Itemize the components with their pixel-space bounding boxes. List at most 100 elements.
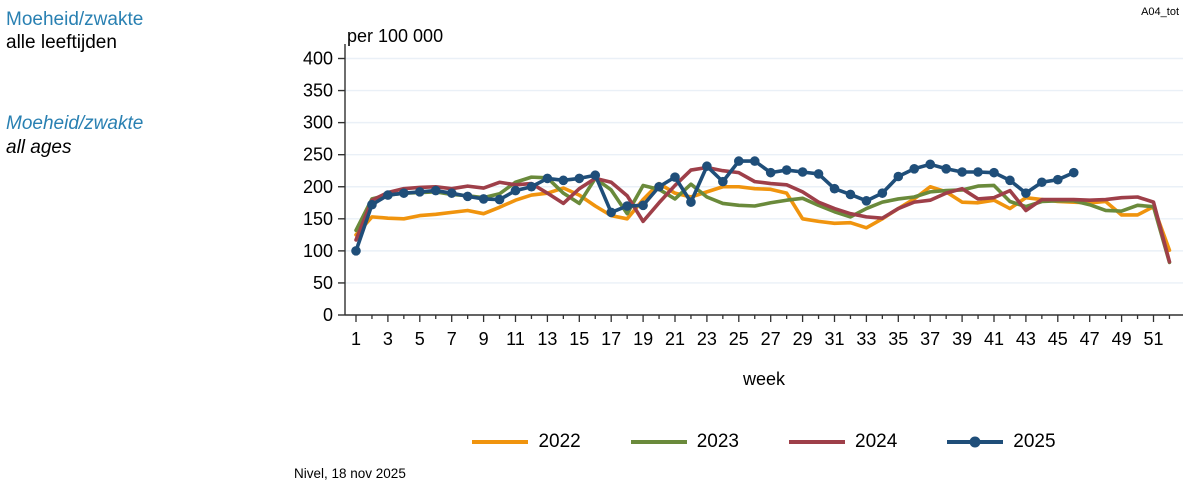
series-marker-2025 bbox=[399, 188, 409, 198]
series-marker-2025 bbox=[861, 196, 872, 206]
series-marker-2025 bbox=[973, 167, 983, 177]
series-marker-2025 bbox=[558, 175, 569, 186]
chart-legend: 2022 2023 2024 2025 bbox=[345, 431, 1183, 453]
series-marker-2025 bbox=[797, 167, 808, 177]
series-marker-2025 bbox=[622, 201, 632, 211]
series-marker-2025 bbox=[765, 167, 776, 178]
x-tick-label: 35 bbox=[888, 329, 908, 349]
x-tick-label: 9 bbox=[479, 329, 489, 349]
legend-label: 2023 bbox=[696, 431, 739, 452]
series-marker-2025 bbox=[462, 191, 473, 202]
series-marker-2025 bbox=[957, 167, 967, 177]
series-marker-2025 bbox=[1021, 188, 1031, 198]
series-marker-2025 bbox=[909, 163, 920, 174]
y-tick-label: 300 bbox=[303, 113, 333, 133]
legend-swatch-icon bbox=[789, 440, 845, 444]
x-tick-label: 13 bbox=[537, 329, 557, 349]
series-marker-2025 bbox=[383, 190, 393, 200]
x-tick-label: 17 bbox=[601, 329, 621, 349]
x-tick-label: 39 bbox=[952, 329, 972, 349]
series-marker-2025 bbox=[989, 167, 999, 178]
x-tick-label: 21 bbox=[665, 329, 685, 349]
series-marker-2025 bbox=[749, 156, 760, 166]
y-tick-label: 150 bbox=[303, 209, 333, 229]
x-tick-label: 47 bbox=[1080, 329, 1100, 349]
series-marker-2025 bbox=[1037, 177, 1047, 188]
x-tick-label: 45 bbox=[1048, 329, 1068, 349]
series-marker-2025 bbox=[415, 187, 425, 197]
series-marker-2025 bbox=[654, 181, 664, 192]
series-marker-2025 bbox=[574, 173, 585, 184]
x-tick-label: 15 bbox=[569, 329, 589, 349]
legend-item-2025: 2025 bbox=[947, 431, 1056, 453]
series-marker-2025 bbox=[925, 159, 935, 170]
legend-dot-icon bbox=[969, 436, 981, 448]
series-marker-2025 bbox=[590, 170, 601, 181]
x-tick-label: 29 bbox=[793, 329, 813, 349]
y-tick-label: 0 bbox=[323, 305, 333, 325]
series-marker-2025 bbox=[781, 165, 792, 175]
series-marker-2025 bbox=[446, 188, 457, 198]
x-tick-label: 51 bbox=[1143, 329, 1163, 349]
series-marker-2025 bbox=[702, 161, 712, 172]
series-line-2024 bbox=[354, 165, 1172, 264]
y-tick-label: 250 bbox=[303, 145, 333, 165]
y-tick-label: 100 bbox=[303, 241, 333, 261]
legend-swatch-icon bbox=[630, 440, 687, 444]
legend-swatch-icon bbox=[947, 436, 1004, 448]
y-tick-label: 200 bbox=[303, 177, 333, 197]
header-title-nl: Moeheid/zwakte bbox=[6, 9, 144, 30]
series-marker-2025 bbox=[670, 172, 680, 182]
x-tick-label: 33 bbox=[856, 329, 876, 349]
x-tick-label: 19 bbox=[633, 329, 653, 349]
header-subtitle-nl: alle leeftijden bbox=[6, 32, 117, 53]
series-marker-2025 bbox=[1005, 175, 1015, 186]
legend-label: 2022 bbox=[538, 431, 581, 452]
y-axis-unit-label: per 100 000 bbox=[347, 26, 444, 46]
series-marker-2025 bbox=[813, 169, 824, 179]
legend-item-2023: 2023 bbox=[630, 431, 739, 453]
series-marker-2025 bbox=[494, 194, 505, 205]
x-tick-label: 5 bbox=[415, 329, 425, 349]
series-line-2025 bbox=[354, 159, 1076, 253]
x-tick-label: 31 bbox=[824, 329, 844, 349]
legend-label: 2024 bbox=[855, 431, 898, 452]
x-tick-label: 41 bbox=[984, 329, 1004, 349]
x-tick-label: 25 bbox=[729, 329, 749, 349]
x-tick-label: 27 bbox=[761, 329, 781, 349]
series-marker-2025 bbox=[526, 181, 537, 192]
series-marker-2025 bbox=[510, 185, 521, 196]
x-axis-label: week bbox=[742, 369, 786, 389]
series-marker-2025 bbox=[877, 188, 888, 198]
x-tick-label: 1 bbox=[351, 329, 361, 349]
legend-item-2022: 2022 bbox=[472, 431, 581, 453]
x-tick-label: 7 bbox=[447, 329, 457, 349]
series-marker-2025 bbox=[367, 199, 377, 210]
x-tick-label: 49 bbox=[1112, 329, 1132, 349]
x-tick-label: 3 bbox=[383, 329, 393, 349]
legend-label: 2025 bbox=[1013, 431, 1056, 452]
chart-code-label: A04_tot bbox=[1141, 6, 1179, 18]
y-tick-label: 50 bbox=[313, 273, 333, 293]
series-marker-2025 bbox=[686, 197, 696, 207]
series-marker-2025 bbox=[542, 173, 553, 184]
series-line-2022 bbox=[354, 181, 1172, 253]
series-marker-2025 bbox=[734, 156, 744, 166]
series-marker-2025 bbox=[351, 246, 361, 256]
x-tick-label: 23 bbox=[697, 329, 717, 349]
y-tick-label: 350 bbox=[303, 81, 333, 101]
series-marker-2025 bbox=[893, 171, 904, 182]
series-marker-2025 bbox=[941, 163, 951, 174]
x-tick-label: 37 bbox=[920, 329, 940, 349]
series-marker-2025 bbox=[478, 194, 489, 204]
series-marker-2025 bbox=[638, 200, 648, 211]
series-marker-2025 bbox=[829, 183, 840, 194]
series-marker-2025 bbox=[845, 189, 856, 200]
series-marker-2025 bbox=[1068, 167, 1079, 178]
legend-swatch-icon bbox=[472, 440, 529, 444]
y-tick-label: 400 bbox=[303, 49, 333, 69]
header-title-en: Moeheid/zwakte bbox=[6, 113, 144, 134]
series-marker-2025 bbox=[718, 176, 728, 187]
series-marker-2025 bbox=[606, 207, 616, 218]
